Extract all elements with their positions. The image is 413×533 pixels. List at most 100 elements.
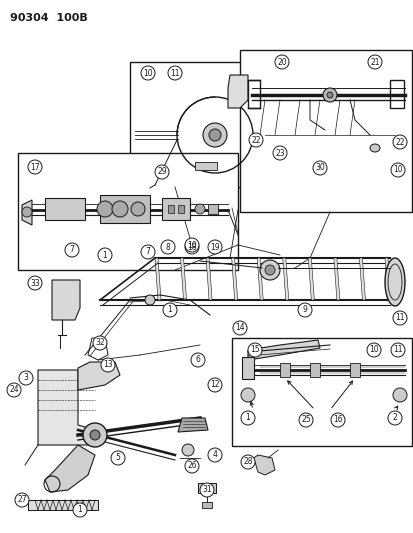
Text: 7: 7 [69, 246, 74, 254]
Text: 29: 29 [157, 167, 166, 176]
Polygon shape [256, 258, 263, 300]
Circle shape [112, 201, 128, 217]
Bar [100, 195, 150, 223]
Bar [207, 204, 218, 214]
Circle shape [19, 371, 33, 385]
Text: 11: 11 [170, 69, 179, 77]
Circle shape [111, 451, 125, 465]
Text: 30: 30 [314, 164, 324, 173]
Text: 16: 16 [332, 416, 342, 424]
Circle shape [90, 430, 100, 440]
Text: 10: 10 [143, 69, 152, 77]
Polygon shape [22, 200, 32, 225]
Text: 1: 1 [167, 305, 172, 314]
Circle shape [168, 66, 182, 80]
Bar [231, 338, 411, 446]
Polygon shape [228, 75, 247, 108]
Circle shape [141, 66, 154, 80]
Text: 7: 7 [145, 247, 150, 256]
Circle shape [264, 265, 274, 275]
Text: 14: 14 [235, 324, 244, 333]
Polygon shape [45, 445, 95, 492]
Circle shape [240, 388, 254, 402]
Text: 6: 6 [195, 356, 200, 365]
Circle shape [185, 240, 199, 254]
Bar [202, 502, 211, 508]
Text: 11: 11 [394, 313, 404, 322]
Text: 26: 26 [187, 462, 196, 471]
Text: 20: 20 [277, 58, 286, 67]
Bar [279, 363, 289, 377]
Text: 5: 5 [115, 454, 120, 463]
Circle shape [83, 423, 107, 447]
Circle shape [207, 448, 221, 462]
Circle shape [7, 383, 21, 397]
Circle shape [101, 358, 115, 372]
Text: 1: 1 [102, 251, 107, 260]
Circle shape [65, 243, 79, 257]
Text: 9: 9 [302, 305, 307, 314]
Circle shape [366, 343, 380, 357]
Bar [161, 198, 190, 220]
Circle shape [202, 123, 226, 147]
Circle shape [207, 378, 221, 392]
Polygon shape [247, 340, 319, 360]
Text: 27: 27 [17, 496, 27, 505]
Bar [309, 363, 319, 377]
Bar [18, 153, 237, 270]
Circle shape [182, 444, 194, 456]
Polygon shape [282, 258, 288, 300]
Circle shape [247, 343, 261, 357]
Text: 4: 4 [212, 450, 217, 459]
Circle shape [141, 245, 154, 259]
Text: 11: 11 [392, 345, 402, 354]
Polygon shape [38, 370, 95, 445]
Polygon shape [180, 258, 186, 300]
Text: 15: 15 [249, 345, 259, 354]
Ellipse shape [369, 144, 379, 152]
Text: 25: 25 [301, 416, 310, 424]
Circle shape [233, 321, 247, 335]
Polygon shape [333, 258, 339, 300]
Circle shape [259, 260, 279, 280]
Circle shape [185, 238, 199, 252]
Text: 3: 3 [24, 374, 28, 383]
Circle shape [195, 204, 204, 214]
Circle shape [28, 276, 42, 290]
Circle shape [161, 240, 175, 254]
Circle shape [274, 55, 288, 69]
Text: 1: 1 [78, 505, 82, 514]
Text: 23: 23 [275, 149, 284, 157]
Circle shape [248, 133, 262, 147]
Bar [168, 205, 173, 213]
Polygon shape [231, 258, 237, 300]
Circle shape [387, 411, 401, 425]
Text: 32: 32 [95, 338, 104, 348]
Circle shape [154, 165, 169, 179]
Circle shape [240, 455, 254, 469]
Bar [197, 483, 216, 493]
Text: 22: 22 [394, 138, 404, 147]
Text: 33: 33 [30, 279, 40, 287]
Bar [349, 363, 359, 377]
Polygon shape [384, 258, 390, 300]
Circle shape [312, 161, 326, 175]
Bar [240, 50, 411, 212]
Circle shape [240, 411, 254, 425]
Circle shape [272, 146, 286, 160]
Circle shape [22, 207, 32, 217]
Polygon shape [78, 362, 120, 390]
Circle shape [298, 413, 312, 427]
Circle shape [330, 413, 344, 427]
Polygon shape [52, 280, 80, 320]
Text: 10: 10 [392, 166, 402, 174]
Bar [247, 80, 259, 108]
Polygon shape [308, 258, 313, 300]
Circle shape [190, 353, 204, 367]
Bar [45, 198, 85, 220]
Text: 1: 1 [245, 414, 250, 423]
Circle shape [145, 295, 154, 305]
Text: 10: 10 [368, 345, 378, 354]
Circle shape [73, 503, 87, 517]
Circle shape [392, 388, 406, 402]
